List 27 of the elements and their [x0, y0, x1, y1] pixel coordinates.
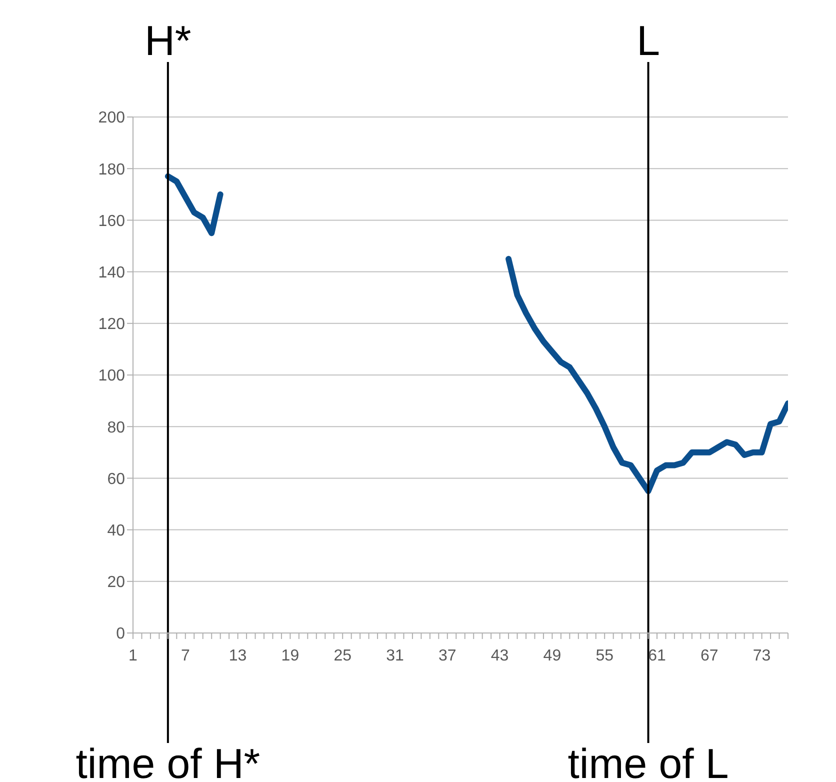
ref-line-label: L: [636, 17, 660, 64]
y-tick-label: 20: [107, 574, 126, 592]
y-tick-label: 120: [98, 316, 126, 334]
x-tick-label: 37: [438, 647, 456, 664]
x-tick-label: 43: [490, 647, 509, 664]
y-tick-label: 80: [107, 419, 126, 436]
y-tick-label: 0: [116, 626, 126, 643]
x-tick-label: 31: [386, 647, 404, 664]
x-tick-label: 67: [700, 647, 718, 664]
y-tick-label: 100: [98, 368, 126, 385]
y-tick-label: 200: [98, 110, 126, 127]
y-tick-label: 160: [98, 212, 126, 230]
x-tick-label: 19: [281, 647, 300, 664]
x-tick-label: 55: [596, 647, 614, 664]
x-tick-label: 13: [228, 647, 247, 664]
y-tick-label: 40: [107, 522, 126, 540]
x-tick-label: 49: [543, 647, 562, 664]
x-tick-label: 7: [180, 647, 190, 664]
x-tick-label: 1: [128, 647, 138, 664]
y-tick-label: 180: [98, 161, 126, 178]
annotation: time of L: [568, 740, 729, 782]
x-tick-label: 25: [334, 647, 352, 664]
y-tick-label: 60: [107, 470, 126, 488]
y-tick-label: 140: [98, 264, 126, 282]
annotation: time of H*: [76, 740, 260, 782]
ref-line-label: H*: [144, 17, 192, 64]
x-tick-label: 73: [752, 647, 771, 664]
